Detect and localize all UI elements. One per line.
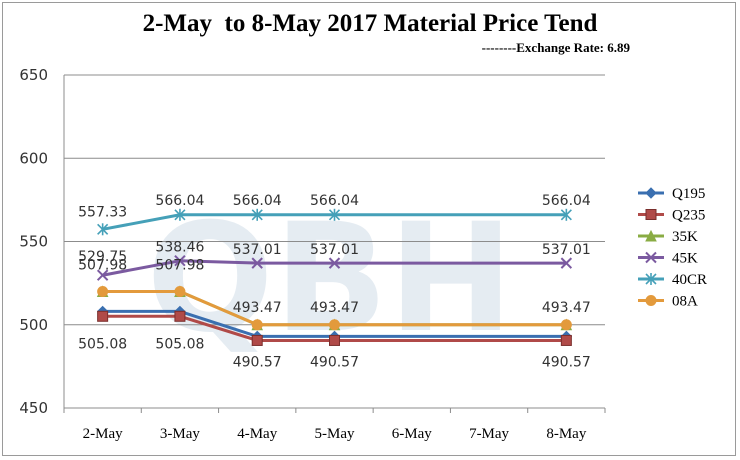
legend-label-08a: 08A xyxy=(672,294,698,310)
data-point-q235 xyxy=(174,310,186,322)
data-label-40cr: 566.04 xyxy=(155,193,204,209)
data-label-40cr: 566.04 xyxy=(233,193,282,209)
y-tick-label: 650 xyxy=(19,66,48,84)
chart-title: 2-May to 8-May 2017 Material Price Tend xyxy=(142,10,598,37)
legend-marker-45k xyxy=(645,251,657,264)
data-point-08a xyxy=(97,285,109,297)
exchange-rate-note: --------Exchange Rate: 6.89 xyxy=(481,40,630,55)
data-label-45k: 529.75 xyxy=(78,249,127,265)
legend-label-40cr: 40CR xyxy=(672,272,707,288)
legend-marker-q195 xyxy=(645,187,657,199)
data-point-08a xyxy=(560,319,572,331)
data-point-08a xyxy=(174,285,186,297)
data-point-45k xyxy=(174,255,186,267)
data-label-40cr: 566.04 xyxy=(310,193,359,209)
data-label-q235: 505.08 xyxy=(78,336,127,352)
data-label-q235: 490.57 xyxy=(542,354,591,370)
data-point-40cr xyxy=(328,208,341,221)
y-tick-label: 550 xyxy=(19,233,48,251)
data-label-08a: 507.98 xyxy=(78,257,127,273)
data-label-45k: 538.46 xyxy=(155,240,204,256)
data-label-45k: 537.01 xyxy=(542,242,591,258)
legend-marker-08a xyxy=(645,295,657,306)
data-point-45k xyxy=(251,257,263,269)
legend-label-q195: Q195 xyxy=(672,186,705,202)
data-point-q235 xyxy=(329,334,340,346)
data-label-40cr: 566.04 xyxy=(542,193,591,209)
data-point-40cr xyxy=(174,208,186,221)
y-tick-label: 500 xyxy=(19,316,48,334)
data-label-q235: 490.57 xyxy=(310,354,359,370)
data-point-08a xyxy=(329,319,340,331)
x-tick-label: 3-May xyxy=(160,426,200,442)
chart-frame xyxy=(2,2,736,456)
x-tick-label: 8-May xyxy=(546,426,586,442)
data-point-q235 xyxy=(560,334,572,346)
legend-marker-40cr xyxy=(645,273,657,285)
data-point-q235 xyxy=(97,310,109,322)
data-label-q235: 505.08 xyxy=(155,336,204,352)
data-label-q235: 490.57 xyxy=(233,354,282,370)
x-tick-label: 7-May xyxy=(469,426,509,442)
y-tick-label: 450 xyxy=(19,399,48,417)
data-label-08a: 493.47 xyxy=(310,300,359,316)
y-tick-label: 600 xyxy=(19,149,48,167)
data-point-45k xyxy=(96,269,109,281)
data-point-45k xyxy=(328,257,341,269)
x-tick-label: 6-May xyxy=(392,426,432,442)
data-point-45k xyxy=(560,257,573,269)
data-label-08a: 493.47 xyxy=(542,300,591,316)
data-point-40cr xyxy=(97,223,109,236)
data-label-40cr: 557.33 xyxy=(78,204,127,220)
data-label-45k: 537.01 xyxy=(310,242,359,258)
data-label-08a: 493.47 xyxy=(233,300,282,316)
x-tick-label: 4-May xyxy=(237,426,277,442)
x-tick-label: 5-May xyxy=(315,426,355,442)
x-tick-label: 2-May xyxy=(83,426,123,442)
data-point-q235 xyxy=(251,334,263,346)
legend-marker-35k xyxy=(645,229,657,242)
data-point-40cr xyxy=(251,208,263,221)
legend-marker-q235 xyxy=(645,209,657,220)
data-label-45k: 537.01 xyxy=(233,242,282,258)
legend-label-35k: 35K xyxy=(672,229,698,245)
data-point-08a xyxy=(251,319,263,331)
legend-label-q235: Q235 xyxy=(672,208,705,224)
legend-label-45k: 45K xyxy=(672,251,698,267)
data-label-08a: 507.98 xyxy=(155,257,204,273)
data-point-40cr xyxy=(560,208,572,221)
